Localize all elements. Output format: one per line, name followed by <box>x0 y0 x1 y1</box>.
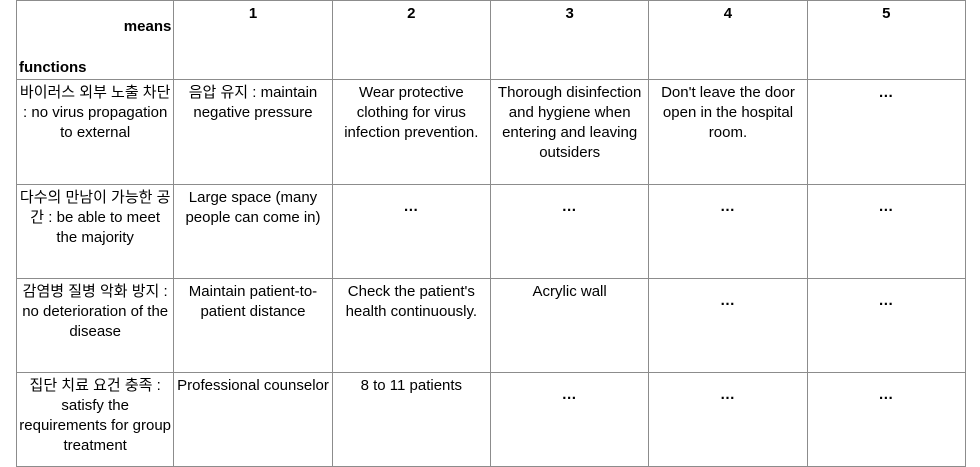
function-cell: 다수의 만남이 가능한 공간 : be able to meet the maj… <box>15 184 175 279</box>
ellipsis-cell: … <box>806 372 967 467</box>
table-row: 바이러스 외부 노출 차단 : no virus propagation to … <box>15 79 967 185</box>
ellipsis-cell: … <box>331 184 491 279</box>
ellipsis-cell: … <box>806 278 967 373</box>
means-cell: Wear protective clothing for virus infec… <box>331 79 491 185</box>
function-cell: 집단 치료 요건 충족 : satisfy the requirements f… <box>15 372 175 467</box>
table-row: 집단 치료 요건 충족 : satisfy the requirements f… <box>15 372 967 467</box>
means-cell: Check the patient's health continuously. <box>331 278 491 373</box>
function-cell: 감염병 질병 악화 방지 : no deterioration of the d… <box>15 278 175 373</box>
means-cell: 8 to 11 patients <box>331 372 491 467</box>
table-row: 다수의 만남이 가능한 공간 : be able to meet the maj… <box>15 184 967 279</box>
means-cell: 음압 유지 : maintain negative pressure <box>173 79 333 185</box>
column-header-2: 2 <box>331 0 491 80</box>
ellipsis-cell: … <box>806 79 967 185</box>
ellipsis-cell: … <box>806 184 967 279</box>
functions-label: functions <box>19 59 87 76</box>
corner-cell: means functions <box>15 0 175 80</box>
means-cell: Thorough disinfection and hygiene when e… <box>489 79 650 185</box>
means-cell: Large space (many people can come in) <box>173 184 333 279</box>
column-header-4: 4 <box>648 0 808 80</box>
column-header-5: 5 <box>806 0 967 80</box>
means-cell: Professional counselor <box>173 372 333 467</box>
column-header-1: 1 <box>173 0 333 80</box>
function-cell: 바이러스 외부 노출 차단 : no virus propagation to … <box>15 79 175 185</box>
header-row: means functions 1 2 3 4 5 <box>15 0 967 80</box>
column-header-3: 3 <box>489 0 650 80</box>
ellipsis-cell: … <box>648 184 808 279</box>
morphological-matrix-table: means functions 1 2 3 4 5 바이러스 외부 노출 차단 … <box>15 0 967 467</box>
ellipsis-cell: … <box>489 184 650 279</box>
means-label: means <box>123 18 172 35</box>
means-cell: Maintain patient-to-patient distance <box>173 278 333 373</box>
table-row: 감염병 질병 악화 방지 : no deterioration of the d… <box>15 278 967 373</box>
means-cell: Don't leave the door open in the hospita… <box>648 79 808 185</box>
means-cell: Acrylic wall <box>489 278 650 373</box>
ellipsis-cell: … <box>648 372 808 467</box>
ellipsis-cell: … <box>489 372 650 467</box>
ellipsis-cell: … <box>648 278 808 373</box>
